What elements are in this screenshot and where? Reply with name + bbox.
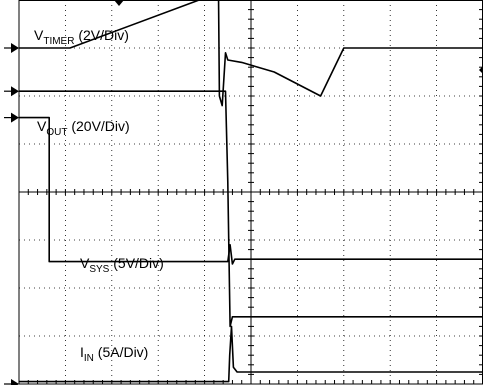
trace-label-scale: (5A/Div) [94,344,148,360]
ground-marker-arrow [11,112,19,123]
trace-1 [19,0,483,107]
cursor-marker [479,66,483,74]
trace-label-main: V [34,27,44,43]
trace-label: VTIMER (2V/Div) [34,27,129,47]
ground-marker-arrow [11,43,19,53]
trigger-marker [114,0,124,6]
trace-labels: VTIMER (2V/Div)VOUT (20V/Div)VSYS (5V/Di… [34,27,164,364]
trace-label-scale: (5V/Div) [109,255,163,271]
trace-label-main: V [80,255,90,271]
trace-label-scale: (2V/Div) [74,27,128,43]
trace-label-sub: SYS [89,264,109,275]
trace-4 [19,325,483,383]
trace-label: VOUT (20V/Div) [37,118,130,138]
trace-label: IIN (5A/Div) [80,344,148,364]
trace-label: VSYS (5V/Div) [80,255,164,275]
trace-label-sub: TIMER [43,36,74,47]
trace-label-scale: (20V/Div) [67,118,129,134]
trace-label-main: I [80,344,84,360]
ground-marker-arrow [11,86,19,97]
trace-3 [19,116,483,265]
traces [19,0,483,383]
scope-grid [18,0,483,385]
ground-marker-arrow [11,379,19,385]
trace-label-sub: OUT [46,127,67,138]
trace-label-sub: IN [84,353,94,364]
trace-label-main: V [37,118,47,134]
ground-markers [4,43,483,385]
